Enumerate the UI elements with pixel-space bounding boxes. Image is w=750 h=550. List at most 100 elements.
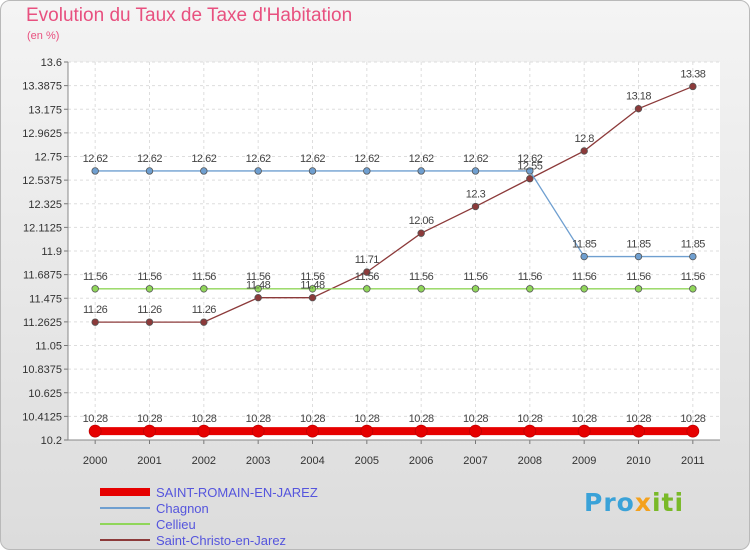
legend-label: Cellieu (156, 517, 196, 532)
y-tick-label: 10.2 (41, 435, 62, 447)
data-label: 13.18 (626, 91, 651, 103)
data-label: 10.28 (191, 413, 216, 425)
data-label: 12.8 (574, 133, 594, 145)
data-label: 12.3 (466, 189, 486, 201)
y-tick-label: 10.8375 (22, 364, 62, 376)
data-point (471, 167, 480, 175)
data-point (526, 167, 534, 175)
x-tick-label: 2005 (355, 455, 379, 467)
x-tick-label: 2003 (246, 455, 270, 467)
data-point (526, 175, 534, 183)
y-tick-label: 12.5375 (22, 175, 62, 187)
data-label: 11.85 (681, 239, 706, 251)
data-point (417, 229, 425, 237)
data-point (580, 285, 588, 293)
data-label: 11.56 (463, 271, 488, 283)
data-label: 11.56 (192, 271, 217, 283)
data-label: 10.28 (463, 413, 488, 425)
data-label: 11.26 (137, 304, 162, 316)
y-tick-label: 13.6 (41, 57, 62, 69)
data-label: 12.62 (517, 153, 542, 165)
data-point (363, 167, 371, 175)
x-tick-label: 2009 (572, 455, 596, 467)
data-point (91, 318, 99, 326)
data-point (143, 424, 156, 438)
x-tick-label: 2001 (137, 455, 161, 467)
y-tick-label: 11.475 (29, 293, 62, 305)
data-point (200, 285, 208, 293)
data-point (91, 285, 99, 293)
data-point (308, 285, 317, 293)
data-point (88, 424, 102, 438)
data-point (91, 167, 99, 175)
data-label: 10.28 (246, 413, 271, 425)
data-label: 12.62 (246, 153, 271, 165)
x-tick-label: 2007 (463, 455, 487, 467)
x-tick-label: 2008 (518, 455, 542, 467)
chart-subtitle: (en %) (27, 30, 60, 42)
data-label: 12.62 (83, 153, 108, 165)
data-point (634, 285, 643, 293)
legend-label: Chagnon (156, 501, 209, 516)
data-label: 11.56 (518, 271, 543, 283)
x-tick-label: 2002 (192, 455, 216, 467)
data-label: 11.56 (300, 271, 325, 283)
data-point (469, 424, 482, 438)
data-label: 11.26 (192, 304, 217, 316)
data-label: 11.71 (355, 254, 380, 266)
data-label: 11.48 (300, 280, 325, 292)
data-label: 12.62 (354, 153, 379, 165)
data-label: 11.48 (246, 280, 271, 292)
data-point (580, 147, 588, 155)
data-label: 10.28 (83, 413, 108, 425)
x-tick-label: 2011 (681, 455, 705, 467)
logo-part-2: x (634, 488, 652, 517)
x-tick-label: 2006 (409, 455, 433, 467)
data-point (417, 285, 425, 293)
data-point (363, 285, 371, 293)
data-label: 11.85 (626, 239, 651, 251)
x-tick-label: 2000 (83, 455, 107, 467)
data-point (689, 82, 697, 91)
y-tick-label: 12.9625 (22, 128, 62, 140)
y-tick-label: 13.3875 (22, 81, 62, 93)
data-point (254, 167, 262, 175)
data-point (632, 424, 645, 438)
data-point (634, 252, 643, 261)
data-point (689, 252, 697, 261)
logo-part-1: Pro (584, 488, 635, 517)
data-label: 11.56 (626, 271, 651, 283)
chart-title: Evolution du Taux de Taxe d'Habitation (26, 5, 353, 26)
y-tick-label: 11.05 (35, 341, 62, 353)
data-label: 10.28 (354, 413, 379, 425)
data-label: 10.28 (300, 413, 325, 425)
data-label: 11.56 (137, 271, 162, 283)
data-point (686, 424, 700, 438)
data-label: 12.62 (191, 153, 216, 165)
data-label: 13.38 (680, 68, 705, 80)
data-point (200, 167, 208, 175)
data-label: 11.85 (572, 239, 597, 251)
data-point (145, 285, 154, 293)
y-tick-label: 12.325 (28, 199, 62, 211)
series-line (95, 170, 693, 258)
y-tick-label: 13.175 (28, 104, 62, 116)
y-tick-label: 10.4125 (22, 411, 62, 423)
series-line (95, 85, 694, 323)
data-label: 12.62 (300, 153, 325, 165)
data-point (689, 285, 697, 293)
y-tick-label: 11.2625 (23, 317, 62, 329)
data-point (471, 285, 480, 293)
data-label: 11.56 (681, 271, 706, 283)
data-point (363, 268, 371, 276)
data-label: 11.56 (355, 271, 380, 283)
data-point (523, 424, 537, 438)
data-point (577, 424, 591, 438)
data-point (414, 424, 428, 438)
data-point (634, 104, 643, 113)
data-point (417, 167, 425, 175)
data-label: 11.56 (572, 271, 597, 283)
data-point (200, 318, 208, 326)
legend-label: Saint-Christo-en-Jarez (156, 533, 286, 548)
